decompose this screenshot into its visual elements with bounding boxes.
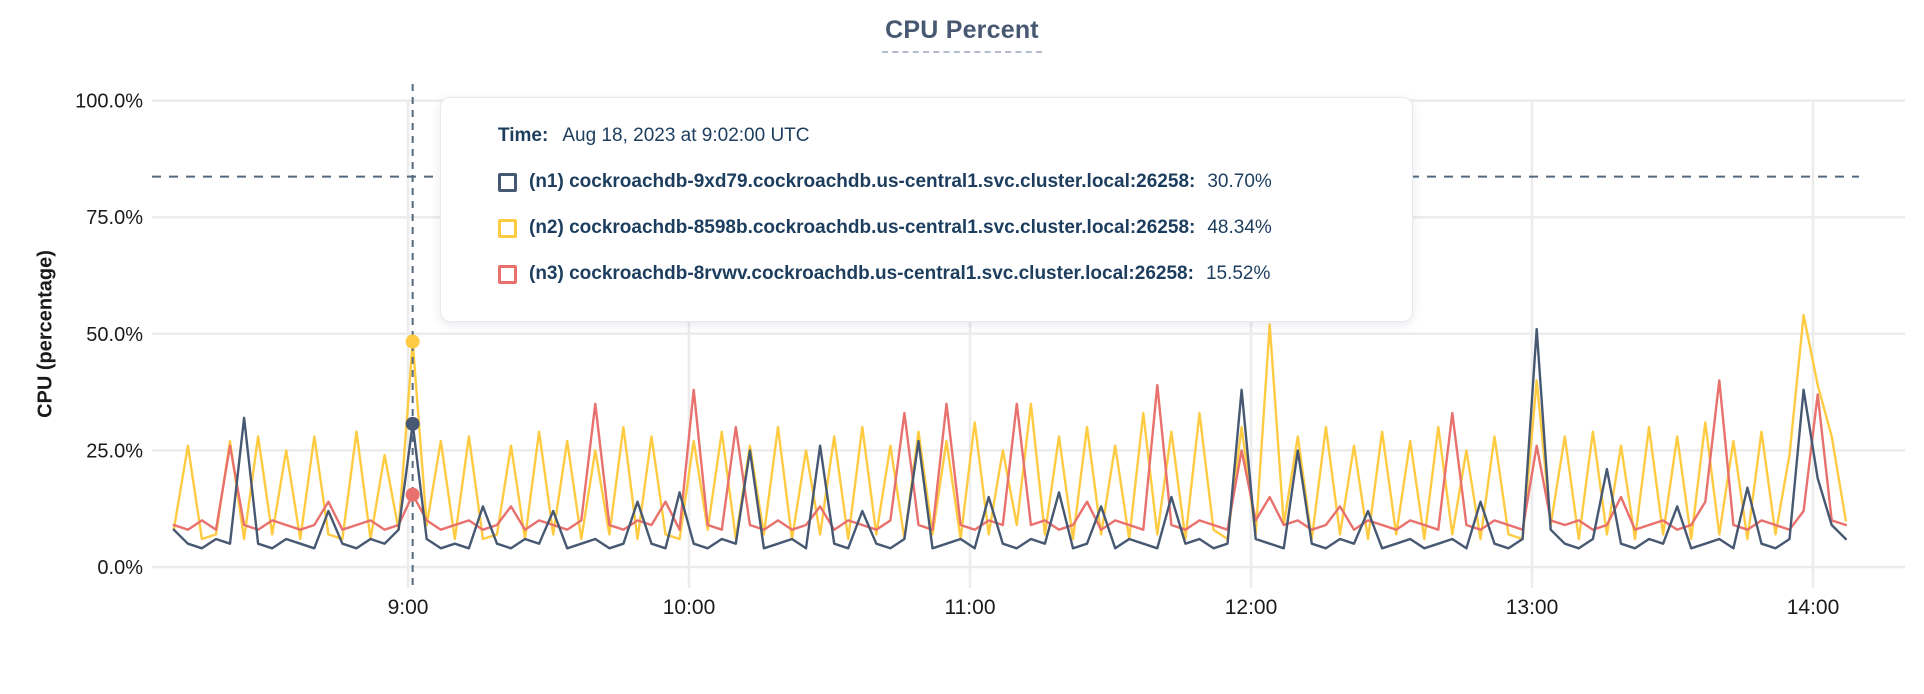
n2-series-color-icon	[498, 218, 517, 238]
n2-series-name: (n2) cockroachdb-8598b.cockroachdb.us-ce…	[529, 217, 1196, 238]
x-tick-label: 10:00	[663, 596, 716, 619]
x-tick-label: 11:00	[945, 596, 996, 619]
chart-tooltip: Time: Aug 18, 2023 at 9:02:00 UTC (n1) c…	[440, 97, 1413, 322]
chart-title: CPU Percent	[882, 16, 1042, 53]
x-tick-label: 12:00	[1225, 596, 1278, 619]
n3-series-name: (n3) cockroachdb-8rvwv.cockroachdb.us-ce…	[529, 263, 1194, 284]
y-tick-label: 25.0%	[86, 440, 143, 462]
hover-dot-n1	[405, 416, 420, 431]
tooltip-time-row: Time: Aug 18, 2023 at 9:02:00 UTC	[498, 124, 1392, 148]
series-line-n2	[172, 313, 1847, 541]
y-tick-label: 50.0%	[86, 324, 143, 346]
tooltip-series-row-n3: (n3) cockroachdb-8rvwv.cockroachdb.us-ce…	[498, 262, 1392, 286]
tooltip-series-row-n1: (n1) cockroachdb-9xd79.cockroachdb.us-ce…	[498, 170, 1392, 194]
x-tick-label: 14:00	[1787, 596, 1840, 619]
x-tick-label: 13:00	[1506, 596, 1559, 619]
x-tick-label: 9:00	[388, 596, 429, 619]
y-tick-label: 100.0%	[75, 91, 143, 113]
n1-series-color-icon	[498, 172, 517, 192]
hover-dot-n3	[405, 487, 420, 502]
series-line-n3	[172, 379, 1847, 531]
tooltip-time-label: Time:	[498, 125, 549, 146]
y-tick-label: 75.0%	[86, 207, 143, 229]
y-tick-label: 0.0%	[97, 557, 143, 579]
n2-series-value: 48.34%	[1207, 217, 1272, 238]
tooltip-time-value: Aug 18, 2023 at 9:02:00 UTC	[562, 125, 810, 146]
series-line-n1	[172, 327, 1847, 550]
chart-title-wrap: CPU Percent	[0, 16, 1924, 53]
n3-series-color-icon	[498, 264, 517, 284]
n1-series-name: (n1) cockroachdb-9xd79.cockroachdb.us-ce…	[529, 171, 1196, 192]
n1-series-value: 30.70%	[1207, 171, 1272, 192]
n3-series-value: 15.52%	[1205, 263, 1271, 284]
hover-dot-n2	[405, 334, 420, 349]
tooltip-series-row-n2: (n2) cockroachdb-8598b.cockroachdb.us-ce…	[498, 216, 1392, 240]
